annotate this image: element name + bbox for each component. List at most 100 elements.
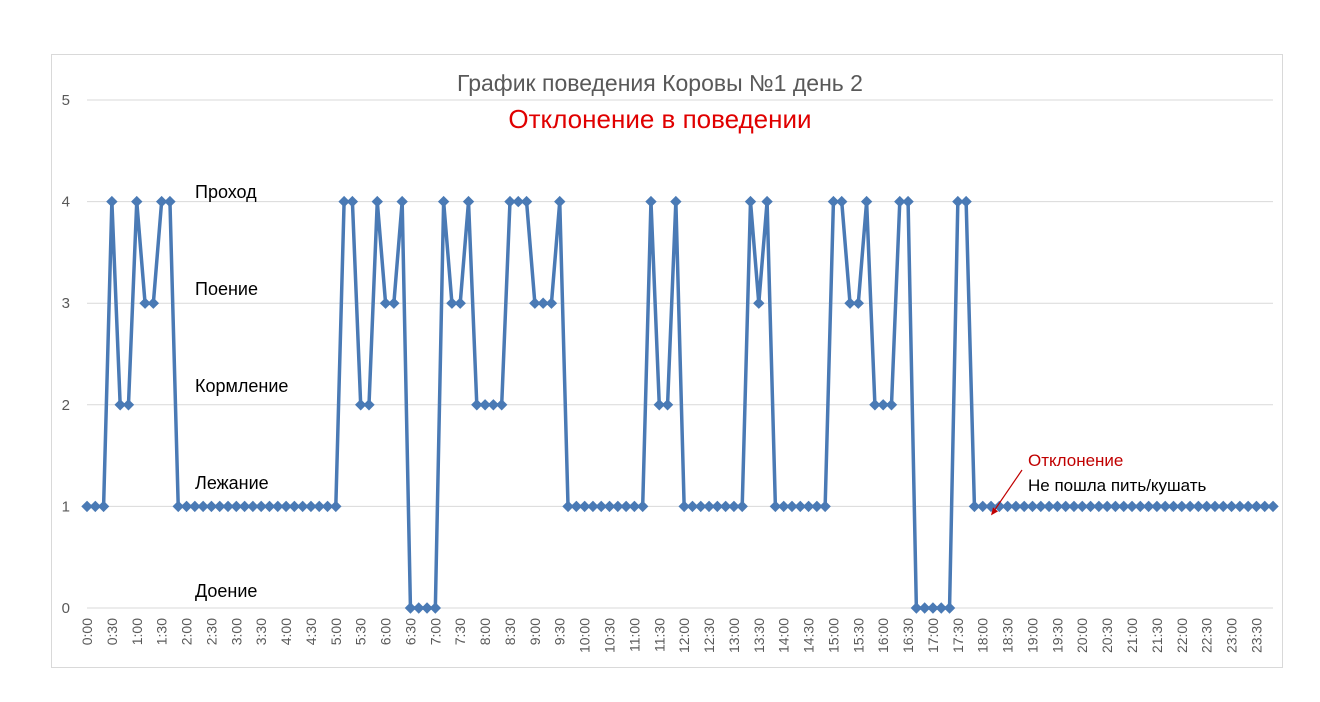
data-point [321, 500, 334, 513]
data-point [952, 195, 964, 208]
data-point [860, 195, 873, 208]
data-point [247, 500, 259, 513]
data-point [504, 195, 516, 208]
x-tick-label: 3:00 [228, 618, 244, 645]
data-point [769, 500, 782, 513]
data-point [114, 399, 126, 411]
data-point [139, 297, 151, 309]
data-point [1010, 500, 1022, 513]
data-point [894, 195, 906, 208]
data-point [1093, 500, 1105, 513]
data-point [288, 500, 301, 513]
data-point [1142, 500, 1155, 513]
x-tick-label: 11:00 [626, 618, 642, 652]
x-tick-label: 23:30 [1248, 618, 1264, 653]
data-point [1001, 500, 1014, 513]
data-point [421, 602, 433, 614]
data-point [960, 195, 972, 208]
data-point [1059, 500, 1072, 513]
data-point [1134, 500, 1147, 513]
data-point [1084, 500, 1097, 513]
data-point [413, 602, 425, 614]
data-point [338, 195, 350, 208]
data-point [437, 195, 450, 208]
data-point [603, 500, 616, 513]
data-point [1192, 500, 1205, 513]
data-point [512, 195, 524, 208]
state-label-drinking: Поение [195, 279, 258, 299]
x-tick-label: 22:00 [1174, 618, 1190, 653]
data-point [122, 399, 135, 411]
x-tick-label: 13:30 [751, 618, 767, 653]
x-tick-label: 5:00 [328, 618, 344, 645]
data-point [97, 500, 110, 513]
y-tick-label: 0 [62, 600, 70, 617]
data-point [628, 500, 641, 513]
data-point [852, 297, 865, 309]
data-point [943, 602, 956, 614]
data-point [222, 500, 234, 513]
data-point [495, 399, 508, 411]
data-point [786, 500, 798, 513]
state-label-lying: Лежание [195, 473, 269, 493]
data-point [711, 500, 724, 513]
data-point [81, 500, 93, 513]
data-point [396, 195, 408, 208]
data-point [620, 500, 632, 513]
data-point [1167, 500, 1180, 513]
x-tick-label: 15:30 [850, 618, 866, 653]
data-point [777, 500, 790, 513]
data-point [744, 195, 757, 208]
data-point [388, 297, 400, 309]
state-label-feeding: Кормление [195, 376, 289, 396]
data-point [719, 500, 732, 513]
x-tick-label: 15:00 [825, 618, 841, 653]
x-tick-label: 13:00 [726, 618, 742, 653]
chart-subtitle: Отклонение в поведении [508, 104, 812, 134]
data-point [180, 500, 193, 513]
x-tick-label: 14:00 [776, 618, 792, 653]
data-point [595, 500, 607, 513]
annotation-arrow [992, 469, 1023, 513]
data-point [479, 399, 491, 411]
data-point [1234, 500, 1246, 513]
x-tick-label: 4:00 [278, 618, 294, 645]
x-tick-label: 21:00 [1124, 618, 1140, 653]
data-point [454, 297, 466, 309]
data-point [238, 500, 251, 513]
data-point [554, 195, 566, 208]
x-tick-label: 7:00 [427, 618, 443, 645]
x-tick-label: 0:30 [104, 618, 120, 645]
data-point [371, 195, 383, 208]
x-tick-label: 21:30 [1149, 618, 1165, 653]
data-point [736, 500, 748, 513]
x-tick-label: 9:00 [527, 618, 543, 645]
x-tick-label: 20:00 [1074, 618, 1090, 653]
data-point [802, 500, 815, 513]
data-point [578, 500, 591, 513]
data-point [1101, 500, 1113, 513]
data-point [545, 297, 558, 309]
data-point [794, 500, 806, 513]
x-tick-label: 9:30 [552, 618, 568, 645]
data-point [695, 500, 707, 513]
x-tick-label: 20:30 [1099, 618, 1115, 653]
x-tick-label: 17:30 [950, 618, 966, 653]
x-tick-label: 12:00 [676, 618, 692, 653]
data-point [678, 500, 690, 513]
x-tick-label: 12:30 [701, 618, 717, 653]
x-tick-label: 22:30 [1199, 618, 1215, 653]
data-point [1126, 500, 1138, 513]
data-point [189, 500, 201, 513]
x-tick-label: 14:30 [801, 618, 817, 653]
data-point [89, 500, 102, 513]
data-point [205, 500, 218, 513]
data-point [910, 602, 923, 614]
data-point [404, 602, 417, 614]
x-tick-label: 0:00 [79, 618, 95, 645]
data-point [1159, 500, 1171, 513]
x-tick-label: 7:30 [452, 618, 468, 645]
data-point [918, 602, 931, 614]
data-point [1068, 500, 1080, 513]
